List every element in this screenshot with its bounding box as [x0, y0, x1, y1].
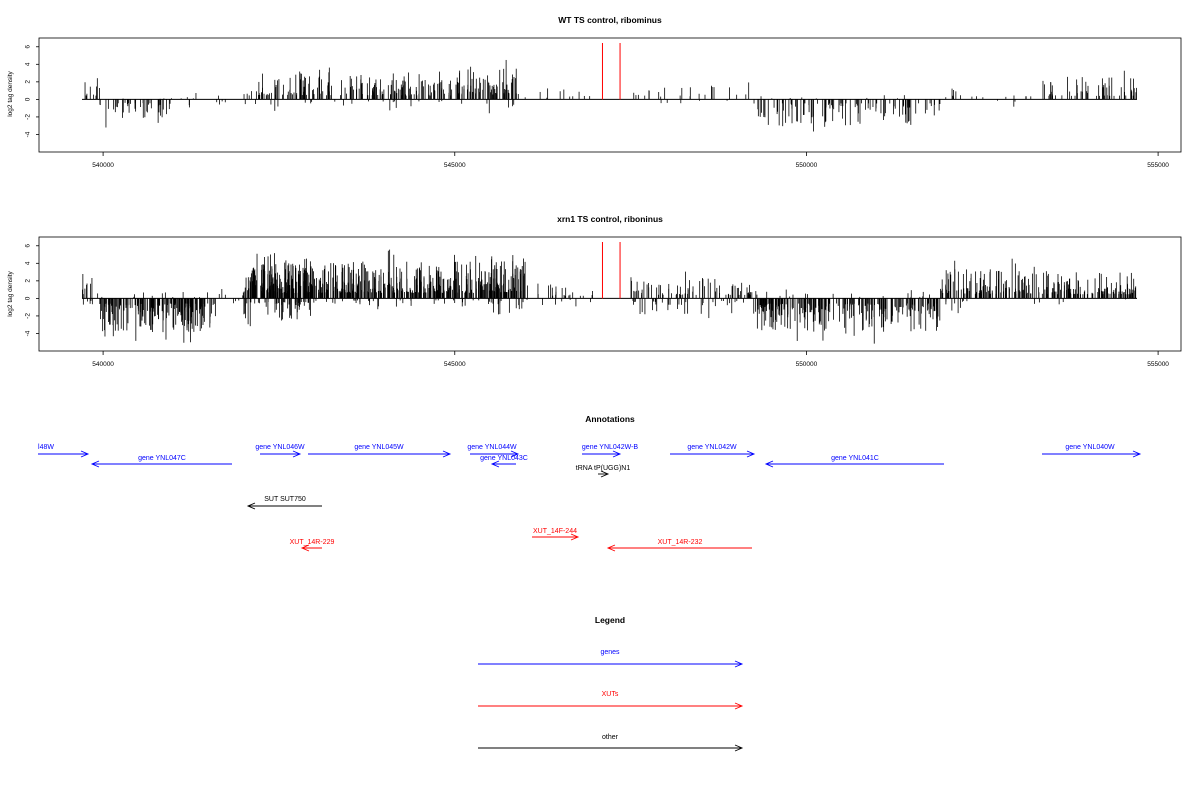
feature-arrow-head [600, 470, 610, 478]
panel-wt-title: WT TS control, ribominus [558, 15, 662, 25]
panel-xrn1-xaxis: 540000 545000 550000 555000 [92, 351, 1169, 368]
panel-wt-frame [38, 37, 1182, 153]
feature-label: XUT_14R-229 [290, 539, 335, 546]
y-tick-label: 6 [25, 244, 32, 248]
panel-xrn1-bars [82, 249, 1137, 344]
panel-xrn1: xrn1 TS control, riboninus log2 tag dens… [7, 214, 1182, 368]
panel-xrn1-markers [601, 242, 621, 299]
y-tick-label: 6 [25, 45, 32, 49]
legend-label-xut: XUTs [602, 691, 619, 698]
feature-label: gene YNL047C [138, 455, 186, 462]
panel-wt-yaxis: 6 4 2 0 -2 -4 [25, 45, 39, 137]
y-tick-label: -4 [25, 330, 32, 336]
feature-label: XUT_14F-244 [533, 528, 577, 535]
feature-label: SUT SUT750 [264, 496, 306, 503]
panel-wt-xaxis: 540000 545000 550000 555000 [92, 152, 1169, 169]
legend-label-gene: genes [600, 649, 620, 656]
annotations-title: Annotations [585, 414, 635, 424]
feature-label: tRNA tP(UGG)N1 [576, 465, 631, 472]
legend-arrow-other-head [734, 744, 744, 752]
panel-wt-markers [601, 43, 621, 100]
feature-arrow-head [246, 502, 256, 510]
y-tick-label: -2 [25, 114, 32, 120]
x-tick-label: 545000 [444, 361, 466, 368]
panel-wt-bars [82, 59, 1137, 132]
feature-arrow-head [606, 544, 616, 552]
y-tick-label: 2 [25, 279, 32, 283]
feature-label: gene YNL042W-B [582, 444, 638, 451]
panel-xrn1-frame [38, 236, 1182, 352]
legend-title: Legend [595, 615, 625, 625]
feature-arrow-head [764, 460, 774, 468]
feature-arrow-head [300, 544, 310, 552]
feature-arrow-head [746, 450, 756, 458]
panel-wt-ylabel: log2 tag density [7, 70, 14, 116]
y-tick-label: 2 [25, 80, 32, 84]
feature-arrow-head [490, 460, 500, 468]
feature-label: gene YNL041C [831, 455, 879, 462]
x-tick-label: 550000 [796, 162, 818, 169]
x-tick-label: 550000 [796, 361, 818, 368]
panel-xrn1-yaxis: 6 4 2 0 -2 -4 [25, 244, 39, 336]
y-tick-label: 4 [25, 62, 32, 66]
y-tick-label: 4 [25, 261, 32, 265]
x-tick-label: 540000 [92, 162, 114, 169]
x-tick-label: 545000 [444, 162, 466, 169]
panel-xrn1-ylabel: log2 tag density [7, 270, 14, 316]
x-tick-label: 540000 [92, 361, 114, 368]
x-tick-label: 555000 [1147, 361, 1169, 368]
y-tick-label: -4 [25, 131, 32, 137]
feature-label: gene YNL040W [1065, 444, 1115, 451]
feature-label: gene YNL043C [480, 455, 528, 462]
y-tick-label: -2 [25, 313, 32, 319]
feature-arrow-head [570, 533, 580, 541]
annotations-track: l48W gene YNL047C gene YNL046W gene YNL045W… [38, 444, 1142, 552]
feature-arrow-head [612, 450, 622, 458]
feature-label: gene YNL045W [354, 444, 404, 451]
legend-label-other: other [602, 734, 619, 741]
legend-arrow-gene-head [734, 660, 744, 668]
feature-arrow-head [90, 460, 100, 468]
feature-label: XUT_14R-232 [658, 539, 703, 546]
y-tick-label: 0 [25, 97, 32, 101]
feature-label: gene YNL042W [687, 444, 737, 451]
feature-label: gene YNL046W [255, 444, 305, 451]
feature-arrow-head [80, 450, 90, 458]
feature-label: gene YNL044W [467, 444, 517, 451]
feature-arrow-head [510, 450, 520, 458]
y-tick-label: 0 [25, 296, 32, 300]
legend-arrow-xut-head [734, 702, 744, 710]
x-tick-label: 555000 [1147, 162, 1169, 169]
feature-arrow-head [292, 450, 302, 458]
feature-arrow-head [1132, 450, 1142, 458]
panel-wt: WT TS control, ribominus log2 tag densit… [7, 15, 1182, 169]
feature-arrow-head [442, 450, 452, 458]
panel-xrn1-title: xrn1 TS control, riboninus [557, 214, 663, 224]
legend: genes XUTs other [478, 649, 744, 752]
feature-label: l48W [38, 444, 54, 451]
